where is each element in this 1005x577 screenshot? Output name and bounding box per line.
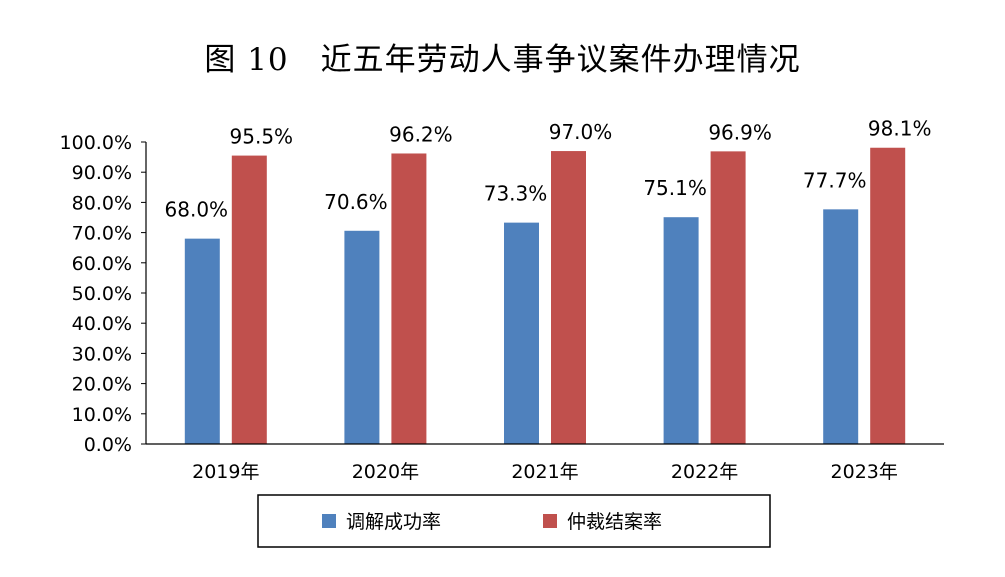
data-label: 73.3% [484, 182, 548, 206]
y-tick-label: 50.0% [72, 283, 132, 305]
y-tick-label: 70.0% [72, 223, 132, 245]
data-label: 97.0% [549, 120, 613, 144]
data-label: 77.7% [803, 168, 867, 192]
y-tick-label: 40.0% [72, 313, 132, 335]
chart-title: 图 10 近五年劳动人事争议案件办理情况 [204, 42, 801, 78]
bar [823, 209, 859, 444]
bars-group [184, 147, 906, 444]
bar [391, 153, 427, 444]
legend: 调解成功率 仲裁结案率 [257, 494, 771, 548]
bar [710, 151, 746, 444]
data-label: 96.2% [389, 122, 453, 146]
data-label: 68.0% [165, 198, 229, 222]
x-tick-label: 2020年 [352, 461, 419, 483]
data-label: 75.1% [643, 176, 707, 200]
y-tick-label: 10.0% [72, 404, 132, 426]
x-tick-label: 2021年 [511, 461, 578, 483]
bar [870, 147, 906, 444]
bar [504, 222, 539, 444]
data-label: 70.6% [324, 190, 388, 214]
data-label: 95.5% [230, 125, 294, 149]
y-tick-label: 80.0% [72, 192, 132, 214]
bar [231, 155, 267, 444]
bar [344, 230, 380, 444]
x-tick-label: 2022年 [671, 461, 738, 483]
legend-swatch [543, 514, 557, 528]
bar [184, 238, 220, 444]
y-axis: 0.0% 10.0% 20.0% 30.0% 40.0% 50.0% 60.0% 70.0% 8… [60, 132, 146, 456]
y-tick-label: 90.0% [72, 162, 132, 184]
y-tick-label: 20.0% [72, 374, 132, 396]
x-tick-label: 2019年 [192, 461, 259, 483]
y-tick-label: 30.0% [72, 343, 132, 365]
bar [551, 151, 586, 444]
legend-swatch [322, 514, 336, 528]
data-label: 98.1% [868, 117, 932, 141]
x-tick-label: 2023年 [831, 461, 898, 483]
y-tick-label: 60.0% [72, 253, 132, 275]
y-tick-label: 0.0% [84, 434, 132, 456]
data-labels-group: 68.0% 95.5% 70.6% 96.2% 73.3% 97.0% 75.1% 96.9%… [165, 117, 932, 222]
legend-label: 仲裁结案率 [567, 511, 662, 533]
legend-label: 调解成功率 [346, 511, 441, 533]
y-tick-label: 100.0% [60, 132, 132, 154]
legend-box [257, 494, 771, 548]
data-label: 96.9% [708, 120, 772, 144]
bar [663, 217, 699, 444]
x-axis: 2019年 2020年 2021年 2022年 2023年 [192, 461, 898, 483]
